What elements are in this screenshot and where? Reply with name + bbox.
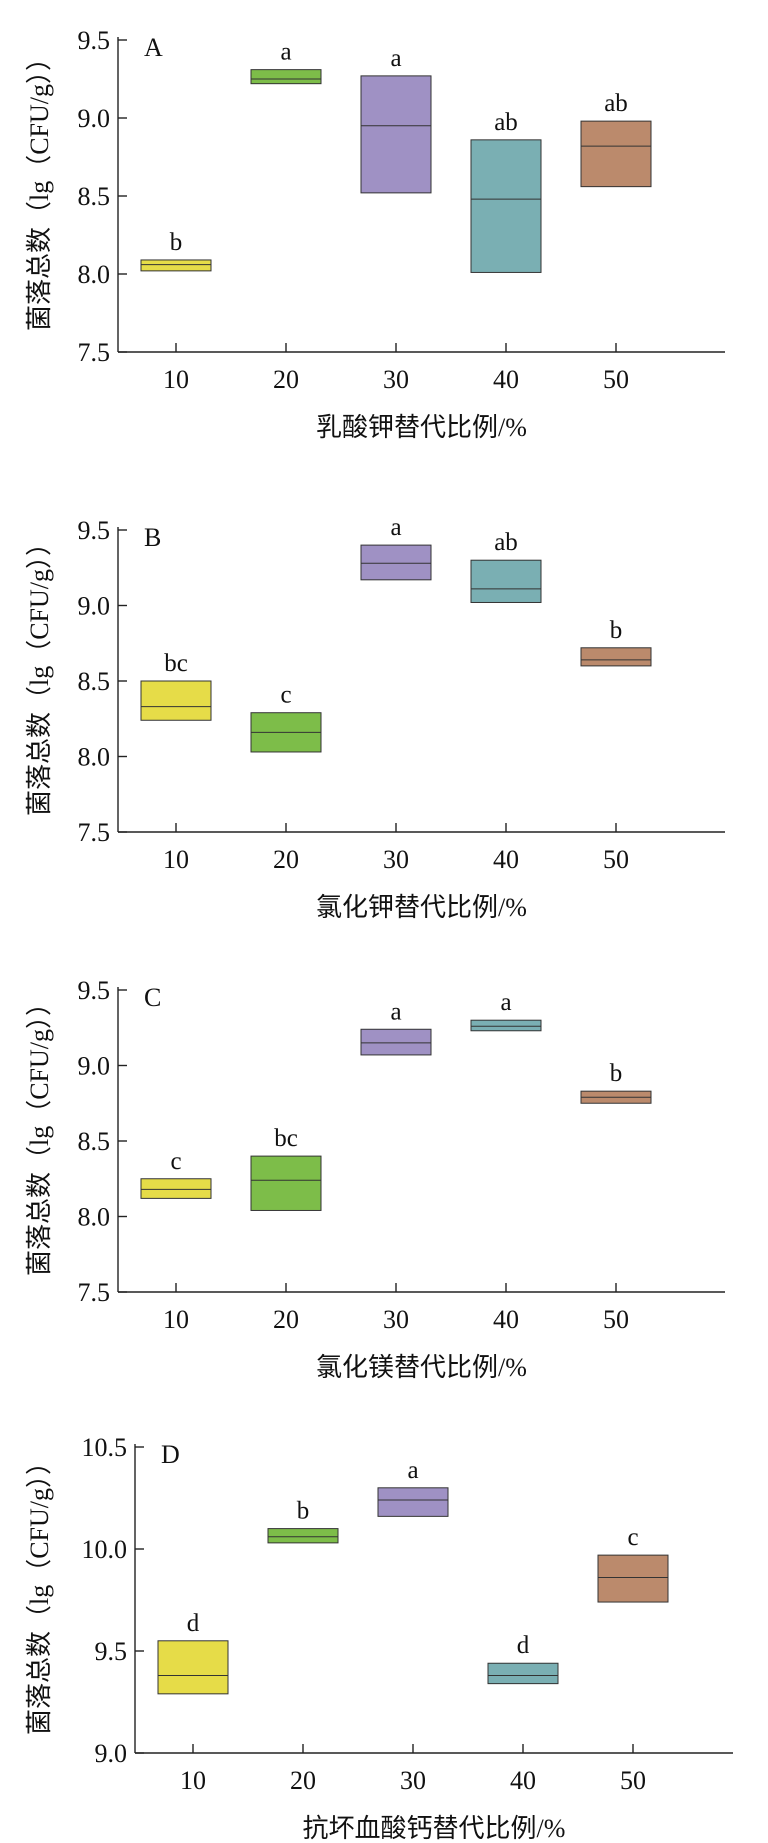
box-10	[140, 259, 212, 272]
chart-panel-C: 7.5 8.0 8.5 9.0 9.5 10 20 30 40 50 c bc a a b C 氯化镁替代比例/…	[25, 976, 725, 1382]
y-tick-label: 8.0	[78, 743, 111, 772]
y-tick-label: 9.0	[78, 104, 111, 133]
box-10	[157, 1640, 229, 1695]
significance-letter-40: ab	[494, 109, 518, 136]
significance-letter-40: ab	[494, 529, 518, 556]
significance-letter-40: a	[500, 989, 511, 1016]
significance-letter-50: b	[610, 1060, 623, 1087]
y-tick-label: 7.5	[78, 338, 111, 367]
significance-letter-50: c	[627, 1524, 638, 1551]
x-tick-label: 50	[603, 1305, 629, 1334]
x-tick-label: 20	[273, 365, 299, 394]
significance-letter-10: d	[187, 1610, 200, 1637]
y-tick-label: 9.0	[95, 1739, 128, 1768]
x-tick-label: 20	[273, 1305, 299, 1334]
y-axis-title: 菌落总数（lg（CFU/g））	[25, 530, 54, 816]
y-tick-label: 8.5	[78, 1127, 111, 1156]
x-tick-label: 30	[383, 1305, 409, 1334]
y-tick-label: 9.5	[95, 1637, 128, 1666]
significance-letter-20: bc	[274, 1125, 298, 1152]
x-tick-label: 10	[180, 1766, 206, 1795]
x-tick-label: 10	[163, 845, 189, 874]
y-tick-label: 8.5	[78, 182, 111, 211]
x-tick-label: 40	[493, 1305, 519, 1334]
y-tick-label: 7.5	[78, 1278, 111, 1307]
x-axis-title: 乳酸钾替代比例/%	[316, 413, 527, 442]
box-50	[597, 1554, 669, 1603]
box-50	[580, 120, 652, 188]
y-tick-label: 10.0	[82, 1535, 128, 1564]
y-tick-label: 10.5	[82, 1433, 128, 1462]
y-tick-label: 9.5	[78, 26, 111, 55]
x-tick-label: 10	[163, 365, 189, 394]
significance-letter-30: a	[390, 514, 401, 541]
panel-label: A	[144, 33, 163, 62]
y-tick-label: 9.0	[78, 1052, 111, 1081]
box-30	[360, 75, 432, 194]
panel-label: B	[144, 523, 161, 552]
panel-label: D	[161, 1440, 180, 1469]
x-tick-label: 20	[273, 845, 299, 874]
box-20	[267, 1528, 339, 1544]
y-tick-label: 8.0	[78, 1203, 111, 1232]
y-axis-title: 菌落总数（lg（CFU/g））	[25, 45, 54, 331]
box-30	[377, 1487, 449, 1517]
y-axis-title: 菌落总数（lg（CFU/g））	[25, 990, 54, 1276]
box-30	[360, 1028, 432, 1056]
y-tick-label: 9.0	[78, 592, 111, 621]
x-tick-label: 30	[383, 845, 409, 874]
significance-letter-20: b	[297, 1498, 310, 1525]
significance-letter-50: b	[610, 617, 623, 644]
significance-letter-10: b	[170, 229, 183, 256]
box-40	[470, 559, 542, 603]
chart-panel-B: 7.5 8.0 8.5 9.0 9.5 10 20 30 40 50 bc c a ab b B 氯化钾替代比例…	[25, 514, 725, 922]
chart-panel-A: 7.5 8.0 8.5 9.0 9.5 10 20 30 40 50 b a a ab ab A 乳酸钾替代比例…	[25, 26, 725, 442]
y-axis-title: 菌落总数（lg（CFU/g））	[25, 1449, 54, 1735]
significance-letter-10: c	[170, 1148, 181, 1175]
x-tick-label: 40	[493, 365, 519, 394]
significance-letter-20: c	[280, 682, 291, 709]
significance-letter-30: a	[390, 45, 401, 72]
significance-letter-30: a	[390, 998, 401, 1025]
y-tick-label: 9.5	[78, 976, 111, 1005]
y-tick-label: 8.5	[78, 667, 111, 696]
box-20	[250, 69, 322, 85]
x-tick-label: 30	[400, 1766, 426, 1795]
x-tick-label: 40	[510, 1766, 536, 1795]
chart-panel-D: 9.0 9.5 10.0 10.5 10 20 30 40 50 d b a d c D 抗坏血酸钙替代比例/…	[25, 1433, 733, 1843]
x-axis-title: 氯化镁替代比例/%	[316, 1353, 527, 1382]
significance-letter-10: bc	[164, 650, 188, 677]
x-axis-title: 氯化钾替代比例/%	[316, 893, 527, 922]
x-axis-title: 抗坏血酸钙替代比例/%	[303, 1814, 566, 1843]
y-tick-label: 9.5	[78, 516, 111, 545]
x-tick-label: 20	[290, 1766, 316, 1795]
x-tick-label: 50	[603, 845, 629, 874]
x-tick-label: 30	[383, 365, 409, 394]
box-30	[360, 544, 432, 581]
y-tick-label: 8.0	[78, 260, 111, 289]
box-40	[470, 139, 542, 273]
significance-letter-30: a	[407, 1457, 418, 1484]
box-10	[140, 1178, 212, 1199]
box-40	[487, 1662, 559, 1685]
x-tick-label: 40	[493, 845, 519, 874]
box-50	[580, 647, 652, 667]
box-10	[140, 680, 212, 721]
box-40	[470, 1019, 542, 1032]
significance-letter-40: d	[517, 1632, 530, 1659]
panel-label: C	[144, 983, 161, 1012]
x-tick-label: 50	[603, 365, 629, 394]
box-20	[250, 1155, 322, 1211]
significance-letter-50: ab	[604, 90, 628, 117]
y-tick-label: 7.5	[78, 818, 111, 847]
x-tick-label: 10	[163, 1305, 189, 1334]
x-tick-label: 50	[620, 1766, 646, 1795]
significance-letter-20: a	[280, 39, 291, 66]
